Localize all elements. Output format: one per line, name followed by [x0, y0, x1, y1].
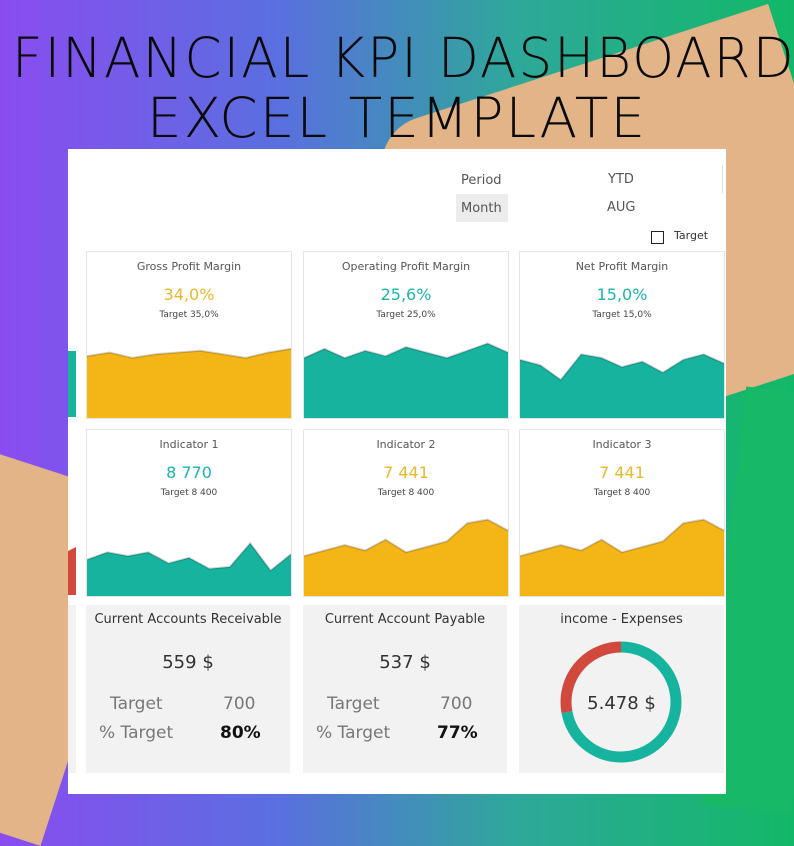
- page-title-line-2: EXCEL TEMPLATE: [146, 86, 648, 150]
- kpi-area-chart: [304, 342, 508, 418]
- kpi-area-edge: [520, 353, 724, 382]
- accounts-receivable-card: Current Accounts Receivable 559 $ Target…: [86, 605, 290, 773]
- kpi-title: Indicator 2: [376, 438, 436, 451]
- kpi-card: Net Profit Margin 15,0% Target 15,0%: [519, 251, 725, 419]
- kpi-area: [304, 343, 508, 418]
- income-expenses-card: income - Expenses 5.478 $: [519, 605, 724, 773]
- kpi-area-edge: [87, 541, 291, 572]
- target-value: 700: [440, 694, 473, 714]
- kpi-card: Indicator 1 8 770 Target 8 400: [86, 429, 292, 597]
- kpi-area: [520, 519, 724, 596]
- ytd-button[interactable]: YTD: [608, 172, 634, 187]
- kpi-area-chart: [520, 518, 724, 596]
- kpi-target: Target 8 400: [160, 488, 218, 498]
- kpi-value: 8 770: [166, 463, 212, 482]
- month-selector-value[interactable]: AUG: [607, 200, 636, 215]
- pct-target-value: 77%: [437, 723, 478, 743]
- kpi-card: Gross Profit Margin 34,0% Target 35,0%: [86, 251, 292, 419]
- kpi-title: Operating Profit Margin: [341, 260, 471, 273]
- kpi-area: [304, 519, 508, 596]
- kpi-area-chart: [87, 541, 291, 596]
- card-value: 537 $: [379, 652, 431, 673]
- kpi-value: 25,6%: [380, 285, 432, 304]
- kpi-value: 34,0%: [163, 285, 215, 304]
- target-label: Target: [110, 694, 163, 714]
- kpi-target: Target 8 400: [377, 488, 435, 498]
- month-button[interactable]: [456, 194, 508, 222]
- kpi-area-edge: [304, 342, 508, 359]
- partial-card-left-3: [68, 605, 76, 773]
- kpi-area-edge: [304, 518, 508, 557]
- kpi-title: Indicator 1: [159, 438, 219, 451]
- card-title: Current Accounts Receivable: [94, 612, 282, 627]
- kpi-area: [87, 543, 291, 596]
- partial-card-left-2: [68, 429, 76, 595]
- kpi-title: Net Profit Margin: [575, 260, 669, 273]
- card-title: income - Expenses: [560, 612, 683, 627]
- page-title-line-1: FINANCIAL KPI DASHBOARD: [11, 26, 794, 90]
- target-checkbox[interactable]: [651, 231, 664, 244]
- kpi-area-edge: [87, 347, 291, 359]
- kpi-target: Target 8 400: [593, 488, 651, 498]
- kpi-area-chart: [87, 347, 291, 418]
- kpi-title: Indicator 3: [592, 438, 652, 451]
- month-button-label[interactable]: Month: [461, 201, 502, 216]
- kpi-area-edge: [520, 518, 724, 557]
- kpi-target: Target 25,0%: [376, 310, 436, 320]
- target-label: Target: [327, 694, 380, 714]
- kpi-card: Indicator 2 7 441 Target 8 400: [303, 429, 509, 597]
- partial-card-left-1: [68, 251, 76, 417]
- donut-segment-expenses: [560, 641, 682, 763]
- dashboard-sheet: Period Month YTD AUG Target Gross Profit…: [68, 149, 726, 794]
- kpi-value: 7 441: [383, 463, 429, 482]
- target-checkbox-label: Target: [674, 229, 709, 242]
- kpi-area-chart: [304, 518, 508, 596]
- kpi-value: 15,0%: [596, 285, 648, 304]
- target-value: 700: [223, 694, 256, 714]
- accounts-payable-card: Current Account Payable 537 $ Target 700…: [303, 605, 507, 773]
- pct-target-value: 80%: [220, 723, 261, 743]
- divider: [722, 165, 723, 193]
- kpi-area-chart: [520, 353, 724, 418]
- kpi-target: Target 35,0%: [159, 310, 219, 320]
- period-label: Period: [461, 173, 502, 188]
- card-value: 559 $: [162, 652, 214, 673]
- kpi-card: Operating Profit Margin 25,6% Target 25,0%: [303, 251, 509, 419]
- kpi-area: [87, 348, 291, 418]
- kpi-card: Indicator 3 7 441 Target 8 400: [519, 429, 725, 597]
- donut-value: 5.478 $: [587, 693, 656, 714]
- kpi-target: Target 15,0%: [592, 310, 652, 320]
- pct-target-label: % Target: [99, 723, 174, 743]
- card-title: Current Account Payable: [324, 612, 486, 627]
- kpi-title: Gross Profit Margin: [136, 260, 242, 273]
- kpi-area: [520, 354, 724, 418]
- kpi-value: 7 441: [599, 463, 645, 482]
- donut-chart: [560, 641, 682, 763]
- pct-target-label: % Target: [316, 723, 391, 743]
